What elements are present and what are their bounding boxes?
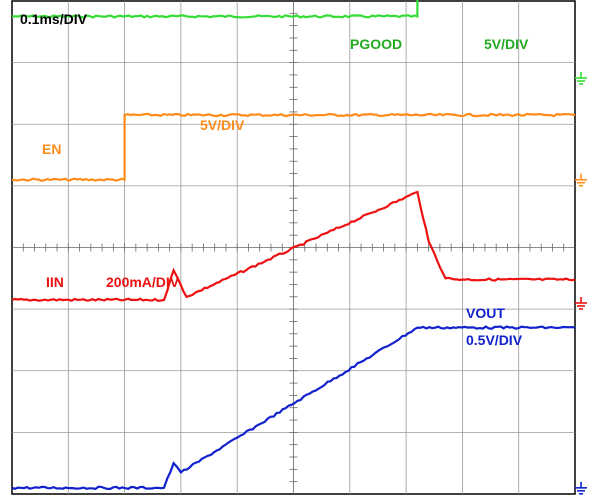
iin-scale-label: 200mA/DIV <box>106 274 180 290</box>
trace-iin <box>11 190 576 303</box>
traces <box>11 0 576 491</box>
vout-label: VOUT <box>466 305 505 321</box>
ground-marker-pgood <box>575 72 587 85</box>
ground-marker-vout <box>575 481 587 495</box>
pgood-label: PGOOD <box>350 36 402 52</box>
vout-scale-label: 0.5V/DIV <box>466 332 523 348</box>
en-label: EN <box>42 141 61 157</box>
pgood-scale-label: 5V/DIV <box>484 36 529 52</box>
trace-en <box>11 112 576 182</box>
iin-label: IIN <box>46 274 64 290</box>
ground-marker-en <box>575 173 587 187</box>
graticule <box>12 1 575 494</box>
timebase-label: 0.1ms/DIV <box>20 11 88 27</box>
ground-markers <box>575 72 587 495</box>
trace-pgood <box>12 0 419 19</box>
ground-marker-iin <box>575 296 587 310</box>
en-scale-label: 5V/DIV <box>200 117 245 133</box>
trace-vout <box>11 325 576 491</box>
